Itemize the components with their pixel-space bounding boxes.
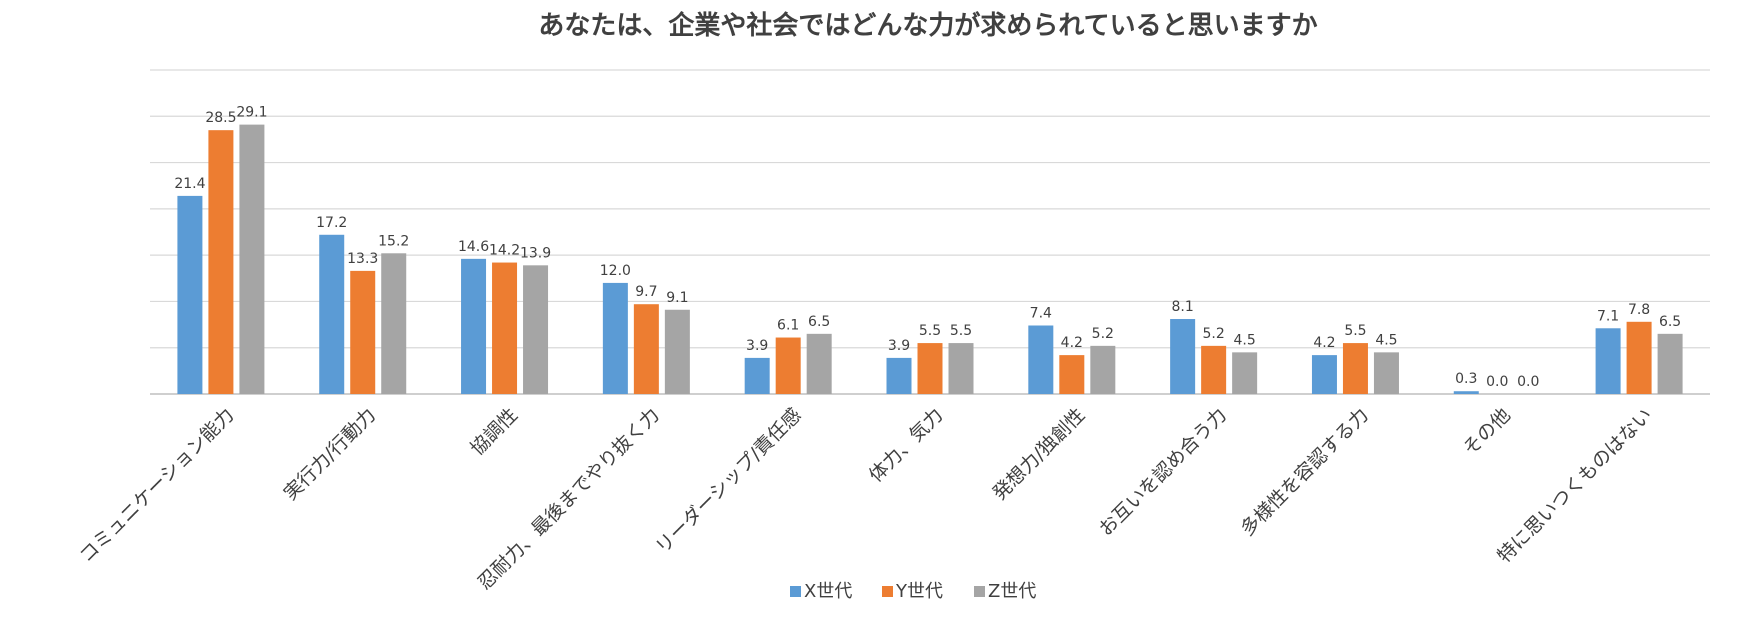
data-label: 6.1 — [777, 318, 799, 334]
data-label: 17.2 — [316, 215, 347, 231]
category-label: 協調性 — [466, 404, 522, 460]
data-label: 4.2 — [1061, 335, 1083, 351]
data-label: 6.5 — [808, 314, 830, 330]
bar — [633, 304, 659, 394]
data-label: 15.2 — [378, 233, 409, 249]
data-label: 0.0 — [1486, 374, 1508, 390]
bar — [602, 282, 628, 394]
bar — [177, 195, 203, 394]
data-label: 5.5 — [919, 323, 941, 339]
legend-swatch — [790, 586, 801, 597]
data-label: 3.9 — [888, 338, 910, 354]
data-label: 7.4 — [1030, 305, 1052, 321]
bar — [886, 357, 912, 394]
bar — [239, 124, 265, 395]
data-label: 0.0 — [1517, 374, 1539, 390]
category-label: コミュニケーション能力 — [75, 404, 238, 567]
bar — [1311, 355, 1337, 394]
category-label: お互いを認め合う力 — [1095, 404, 1231, 540]
data-label: 14.6 — [458, 239, 489, 255]
data-label: 3.9 — [746, 338, 768, 354]
data-label: 28.5 — [205, 110, 236, 126]
category-labels: コミュニケーション能力 実行力/行動力 協調性忍耐力、最後までやり抜く力リーダーシッ… — [75, 404, 1656, 594]
bar — [1059, 355, 1085, 394]
bar — [319, 234, 345, 394]
data-label: 21.4 — [174, 176, 205, 192]
legend-label: Y世代 — [895, 581, 943, 602]
category-label: リーダーシップ/責任感 — [652, 404, 806, 558]
bars — [177, 124, 1683, 395]
bar — [1170, 319, 1196, 394]
data-label: 5.2 — [1092, 326, 1114, 342]
bar — [1342, 343, 1368, 394]
bar — [1595, 328, 1621, 394]
category-label: 特に思いつくものはない — [1493, 404, 1656, 567]
category-label: 多様性を容認する力 — [1237, 404, 1373, 540]
legend-swatch — [882, 586, 893, 597]
bar — [1626, 321, 1652, 394]
data-label: 13.3 — [347, 251, 378, 267]
category-label: 実行力/行動力 — [280, 404, 381, 505]
category-label: 発想力/独創性 — [989, 404, 1090, 505]
bar — [744, 357, 770, 394]
bar — [917, 343, 943, 394]
bar — [461, 258, 487, 394]
bar — [1373, 352, 1399, 394]
data-label: 0.3 — [1455, 371, 1477, 387]
bar — [1657, 333, 1683, 394]
legend: X世代 Y世代 Z世代 — [790, 581, 1036, 602]
data-label: 7.8 — [1628, 302, 1650, 318]
data-label: 9.7 — [635, 284, 657, 300]
chart-title: あなたは、企業や社会ではどんな力が求められていると思いますか — [538, 10, 1317, 41]
bar — [775, 337, 801, 394]
data-label: 4.5 — [1375, 332, 1397, 348]
bar — [1232, 352, 1258, 394]
legend-label: Z世代 — [988, 581, 1036, 602]
bar — [492, 262, 518, 394]
bar — [1028, 325, 1054, 394]
bar — [381, 253, 407, 394]
data-label: 14.2 — [489, 243, 520, 259]
category-label: 体力、気力 — [865, 404, 948, 487]
bar — [208, 130, 234, 394]
bar — [523, 265, 549, 394]
data-label: 6.5 — [1659, 314, 1681, 330]
data-label: 5.2 — [1203, 326, 1225, 342]
data-label: 12.0 — [600, 263, 631, 279]
data-labels: 21.4 28.5 29.1 17.2 13.315.2 14.6 14.2 13.9 12.0… — [174, 105, 1681, 390]
bar — [664, 309, 690, 394]
bar — [948, 343, 974, 394]
legend-label: X世代 — [804, 581, 852, 602]
bar — [1090, 345, 1116, 394]
data-label: 8.1 — [1172, 299, 1194, 315]
data-label: 29.1 — [236, 105, 267, 121]
data-label: 13.9 — [520, 245, 551, 261]
data-label: 5.5 — [950, 323, 972, 339]
data-label: 4.5 — [1234, 332, 1256, 348]
bar — [350, 270, 376, 394]
data-label: 7.1 — [1597, 308, 1619, 324]
data-label: 5.5 — [1344, 323, 1366, 339]
bar — [1201, 345, 1227, 394]
legend-swatch — [974, 586, 985, 597]
data-label: 9.1 — [666, 290, 688, 306]
category-label: その他 — [1459, 404, 1515, 460]
bar — [806, 333, 832, 394]
data-label: 4.2 — [1313, 335, 1335, 351]
bar — [1453, 391, 1479, 394]
gridlines — [150, 69, 1710, 395]
